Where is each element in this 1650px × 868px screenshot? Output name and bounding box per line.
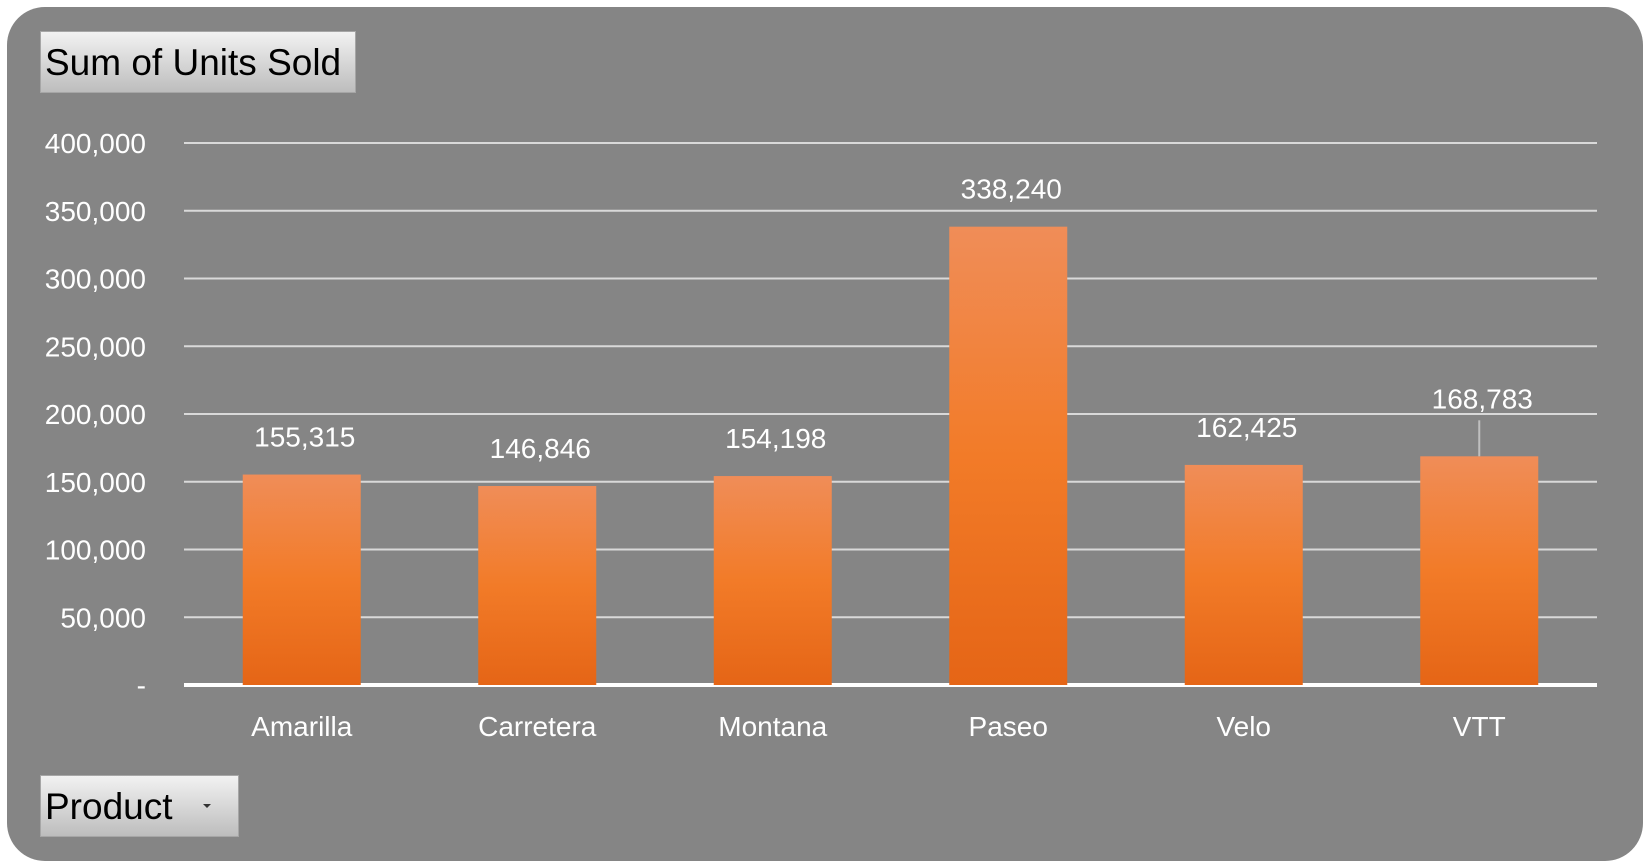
data-label: 155,315 (254, 422, 355, 453)
y-tick-label: 350,000 (45, 196, 146, 227)
value-field-label: Sum of Units Sold (45, 42, 342, 83)
bar (242, 474, 361, 685)
x-axis: Amarilla Carretera Montana Paseo Velo VTT (251, 711, 1506, 742)
y-tick-label: 50,000 (60, 602, 146, 633)
axis-field-button[interactable]: Product (40, 775, 239, 837)
gridlines (184, 142, 1597, 687)
x-tick-label: Paseo (969, 711, 1048, 742)
y-tick-label: 100,000 (45, 535, 146, 566)
data-label: 338,240 (961, 174, 1062, 205)
data-label: 162,425 (1196, 412, 1297, 443)
data-labels: 155,315 146,846 154,198 338,240 162,425 168,7… (254, 174, 1533, 464)
x-tick-label: Amarilla (251, 711, 353, 742)
chart-area (7, 7, 1643, 861)
x-tick-label: Carretera (478, 711, 597, 742)
bar (1420, 456, 1539, 685)
y-tick-label: 150,000 (45, 467, 146, 498)
bar (1184, 464, 1303, 685)
x-tick-label: Velo (1217, 711, 1272, 742)
y-tick-label: 400,000 (45, 128, 146, 159)
data-label: 146,846 (490, 433, 591, 464)
bars (242, 226, 1539, 685)
bar (713, 476, 832, 685)
dropdown-arrow-icon[interactable] (203, 804, 211, 808)
y-tick-label: - (137, 670, 146, 701)
data-label: 154,198 (725, 423, 826, 454)
y-tick-label: 300,000 (45, 264, 146, 295)
y-axis: - 50,000 100,000 150,000 200,000 250,000 300,0… (45, 128, 146, 701)
y-tick-label: 200,000 (45, 399, 146, 430)
x-tick-label: Montana (718, 711, 827, 742)
y-tick-label: 250,000 (45, 331, 146, 362)
value-field-button[interactable]: Sum of Units Sold (40, 31, 356, 93)
bar (949, 226, 1068, 685)
x-tick-label: VTT (1453, 711, 1506, 742)
axis-field-label: Product (45, 786, 173, 827)
data-label: 168,783 (1432, 383, 1533, 414)
bar (478, 486, 597, 685)
